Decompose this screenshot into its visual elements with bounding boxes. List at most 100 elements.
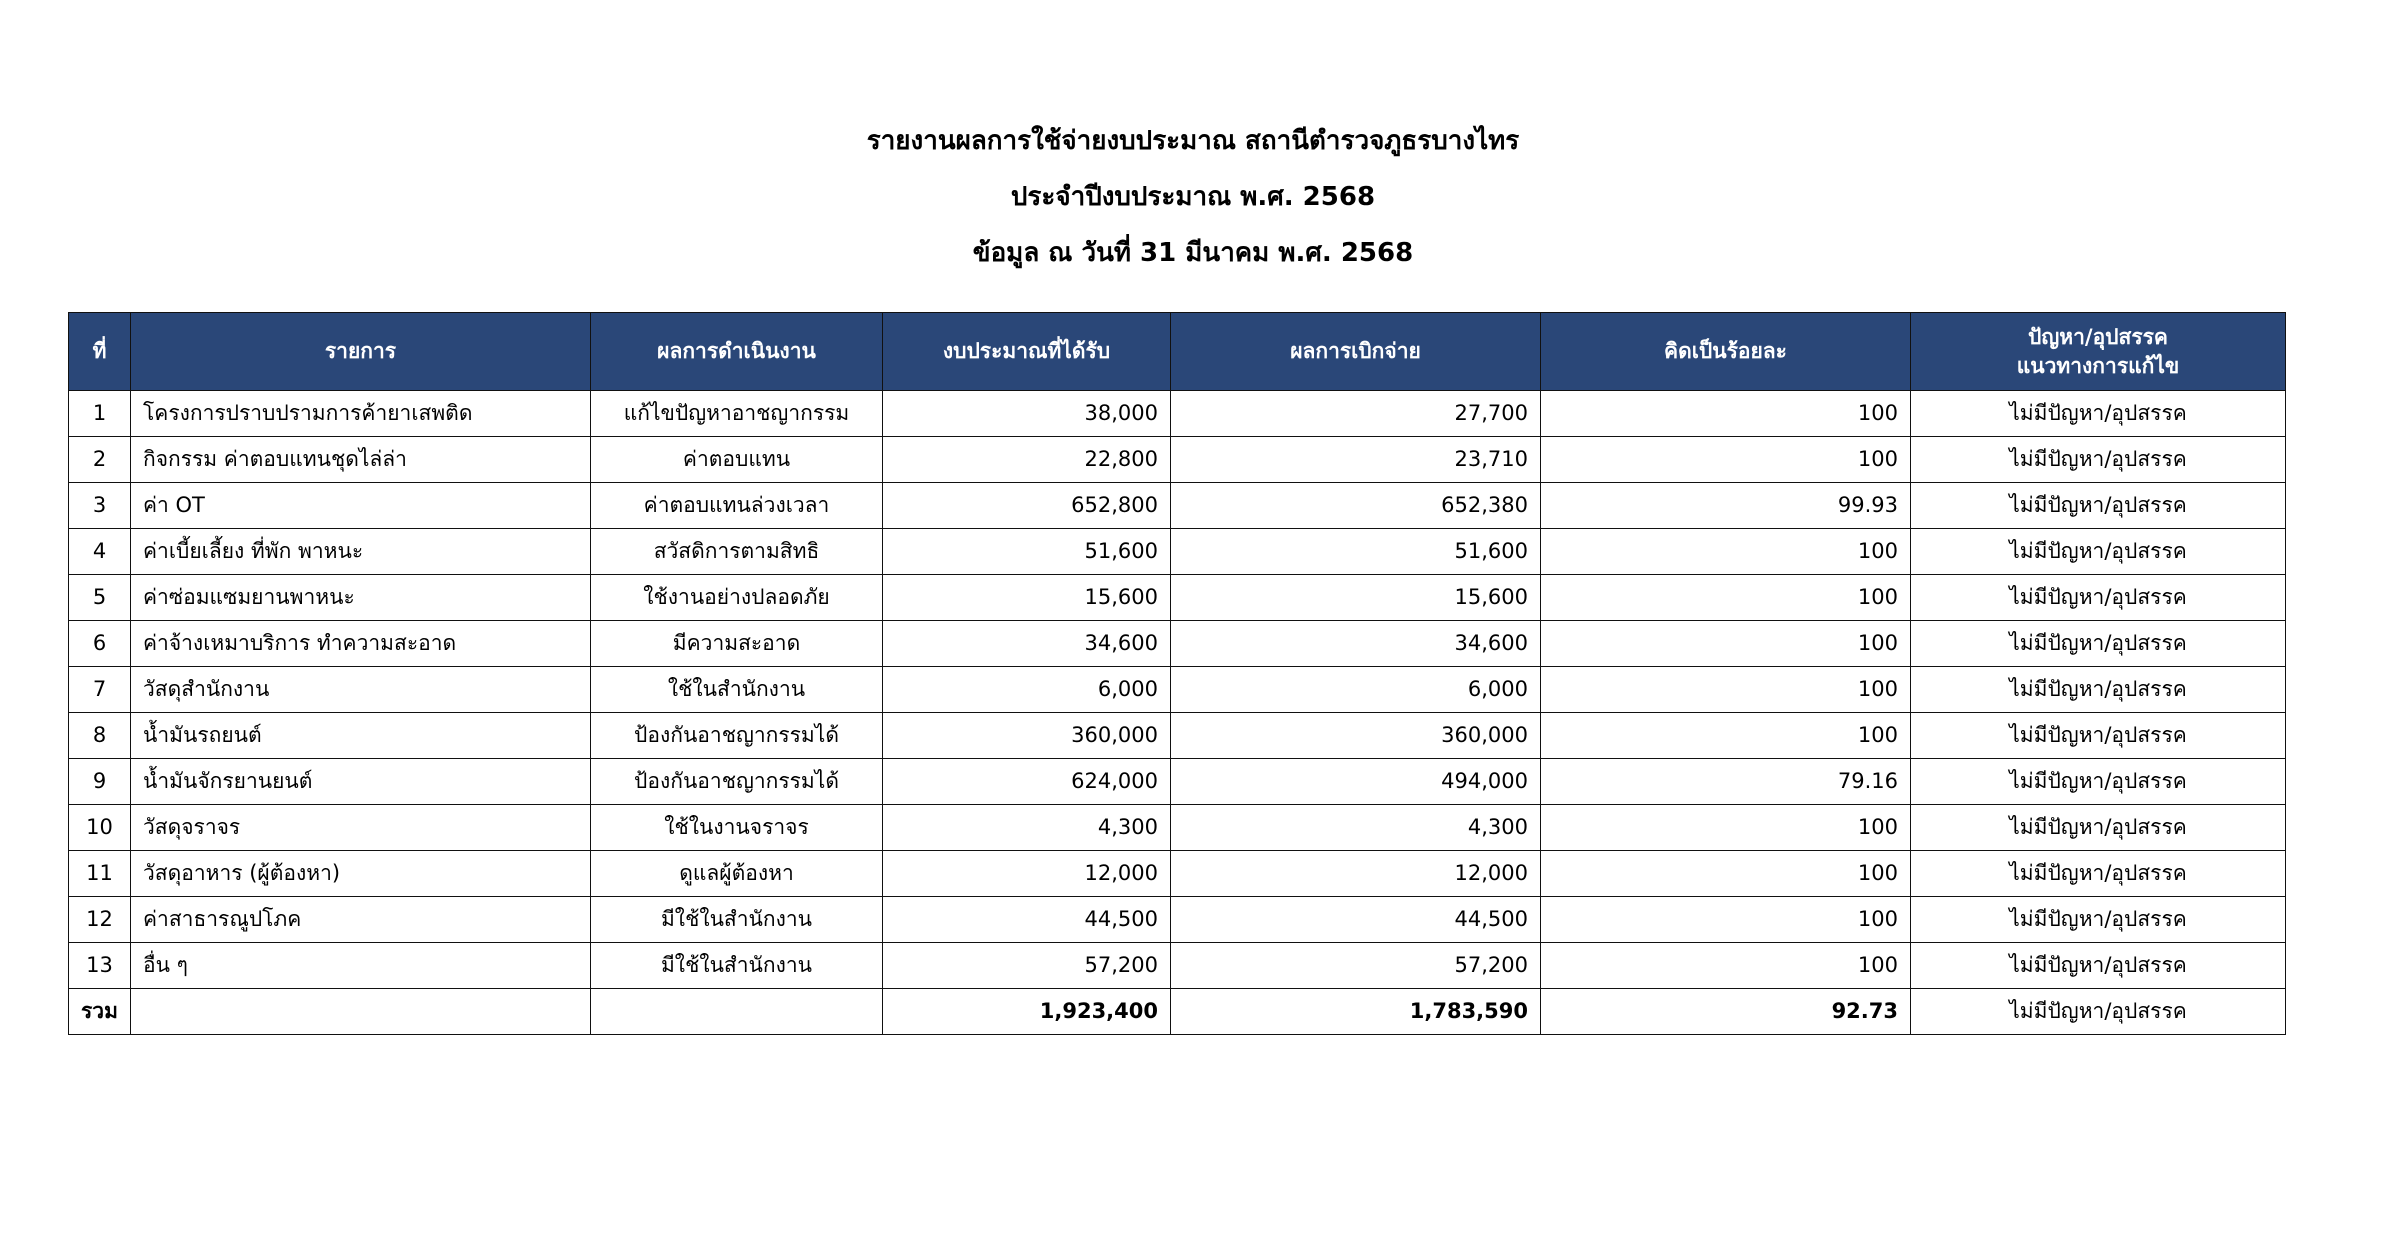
cell-result: สวัสดิการตามสิทธิ: [590, 528, 883, 575]
column-header-disbursement: ผลการเบิกจ่าย: [1170, 312, 1541, 391]
cell-budget-received: 44,500: [882, 896, 1171, 943]
cell-budget-received: 360,000: [882, 712, 1171, 759]
cell-result: ดูแลผู้ต้องหา: [590, 850, 883, 897]
cell-item: ค่า OT: [130, 482, 591, 529]
cell-problem: ไม่มีปัญหา/อุปสรรค: [1910, 666, 2286, 713]
cell-no: 4: [68, 528, 131, 575]
column-header-no: ที่: [68, 312, 131, 391]
cell-percent: 100: [1540, 804, 1911, 851]
table-body: 1 โครงการปราบปรามการค้ายาเสพติด แก้ไขปัญหา…: [68, 390, 2286, 1035]
cell-result: มีใช้ในสำนักงาน: [590, 896, 883, 943]
cell-result: ใช้งานอย่างปลอดภัย: [590, 574, 883, 621]
cell-budget-received: 34,600: [882, 620, 1171, 667]
column-header-percent: คิดเป็นร้อยละ: [1540, 312, 1911, 391]
cell-disbursement: 360,000: [1170, 712, 1541, 759]
cell-no: 5: [68, 574, 131, 621]
cell-problem: ไม่มีปัญหา/อุปสรรค: [1910, 528, 2286, 575]
cell-percent: 100: [1540, 666, 1911, 713]
cell-problem: ไม่มีปัญหา/อุปสรรค: [1910, 712, 2286, 759]
cell-problem: ไม่มีปัญหา/อุปสรรค: [1910, 620, 2286, 667]
cell-budget-received: 652,800: [882, 482, 1171, 529]
cell-item: ค่าจ้างเหมาบริการ ทำความสะอาด: [130, 620, 591, 667]
total-item: [130, 988, 591, 1035]
cell-no: 13: [68, 942, 131, 989]
cell-percent: 100: [1540, 896, 1911, 943]
table-row: 7 วัสดุสำนักงาน ใช้ในสำนักงาน 6,000 6,000 100…: [68, 666, 2286, 713]
cell-no: 1: [68, 390, 131, 437]
cell-result: มีใช้ในสำนักงาน: [590, 942, 883, 989]
report-title-block: รายงานผลการใช้จ่ายงบประมาณ สถานีตำรวจภูธ…: [0, 0, 2386, 266]
cell-disbursement: 23,710: [1170, 436, 1541, 483]
table-row: 12 ค่าสาธารณูปโภค มีใช้ในสำนักงาน 44,500 44,…: [68, 896, 2286, 943]
cell-budget-received: 4,300: [882, 804, 1171, 851]
cell-item: วัสดุอาหาร (ผู้ต้องหา): [130, 850, 591, 897]
column-header-item: รายการ: [130, 312, 591, 391]
cell-result: ใช้ในงานจราจร: [590, 804, 883, 851]
report-title-as-of-date: ข้อมูล ณ วันที่ 31 มีนาคม พ.ศ. 2568: [972, 238, 1414, 268]
cell-budget-received: 624,000: [882, 758, 1171, 805]
cell-percent: 79.16: [1540, 758, 1911, 805]
cell-no: 3: [68, 482, 131, 529]
cell-no: 2: [68, 436, 131, 483]
total-result: [590, 988, 883, 1035]
column-header-result: ผลการดำเนินงาน: [590, 312, 883, 391]
cell-no: 9: [68, 758, 131, 805]
cell-disbursement: 652,380: [1170, 482, 1541, 529]
cell-disbursement: 6,000: [1170, 666, 1541, 713]
cell-problem: ไม่มีปัญหา/อุปสรรค: [1910, 758, 2286, 805]
cell-budget-received: 51,600: [882, 528, 1171, 575]
cell-item: กิจกรรม ค่าตอบแทนชุดไล่ล่า: [130, 436, 591, 483]
cell-disbursement: 15,600: [1170, 574, 1541, 621]
column-header-budget-received: งบประมาณที่ได้รับ: [882, 312, 1171, 391]
budget-report-table: ที่ รายการ ผลการดำเนินงาน งบประมาณที่ได้…: [68, 312, 2286, 1035]
cell-item: วัสดุจราจร: [130, 804, 591, 851]
cell-problem: ไม่มีปัญหา/อุปสรรค: [1910, 574, 2286, 621]
cell-percent: 100: [1540, 850, 1911, 897]
cell-no: 6: [68, 620, 131, 667]
cell-percent: 100: [1540, 390, 1911, 437]
cell-result: มีความสะอาด: [590, 620, 883, 667]
cell-item: โครงการปราบปรามการค้ายาเสพติด: [130, 390, 591, 437]
table-row: 10 วัสดุจราจร ใช้ในงานจราจร 4,300 4,300 100 ไม…: [68, 804, 2286, 851]
cell-item: น้ำมันจักรยานยนต์: [130, 758, 591, 805]
table-row: 11 วัสดุอาหาร (ผู้ต้องหา) ดูแลผู้ต้องหา 12,…: [68, 850, 2286, 897]
table-header-row: ที่ รายการ ผลการดำเนินงาน งบประมาณที่ได้…: [68, 312, 2286, 391]
cell-problem: ไม่มีปัญหา/อุปสรรค: [1910, 942, 2286, 989]
report-title-fiscal-year: ประจำปีงบประมาณ พ.ศ. 2568: [1010, 182, 1376, 212]
cell-budget-received: 38,000: [882, 390, 1171, 437]
table-row: 9 น้ำมันจักรยานยนต์ ป้องกันอาชญากรรมได้ 624…: [68, 758, 2286, 805]
cell-no: 11: [68, 850, 131, 897]
cell-percent: 100: [1540, 712, 1911, 759]
budget-table-container: ที่ รายการ ผลการดำเนินงาน งบประมาณที่ได้…: [68, 312, 2286, 1035]
cell-disbursement: 494,000: [1170, 758, 1541, 805]
cell-budget-received: 15,600: [882, 574, 1171, 621]
column-header-problem-line2: แนวทางการแก้ไข: [2016, 353, 2180, 378]
cell-percent: 100: [1540, 942, 1911, 989]
cell-no: 12: [68, 896, 131, 943]
table-total-row: รวม 1,923,400 1,783,590 92.73 ไม่มีปัญหา/อุป…: [68, 988, 2286, 1035]
total-problem: ไม่มีปัญหา/อุปสรรค: [1910, 988, 2286, 1035]
cell-result: ป้องกันอาชญากรรมได้: [590, 712, 883, 759]
table-row: 2 กิจกรรม ค่าตอบแทนชุดไล่ล่า ค่าตอบแทน 22,8…: [68, 436, 2286, 483]
cell-item: อื่น ๆ: [130, 942, 591, 989]
cell-problem: ไม่มีปัญหา/อุปสรรค: [1910, 436, 2286, 483]
cell-disbursement: 51,600: [1170, 528, 1541, 575]
cell-no: 7: [68, 666, 131, 713]
cell-problem: ไม่มีปัญหา/อุปสรรค: [1910, 850, 2286, 897]
cell-item: ค่าสาธารณูปโภค: [130, 896, 591, 943]
cell-disbursement: 57,200: [1170, 942, 1541, 989]
cell-problem: ไม่มีปัญหา/อุปสรรค: [1910, 390, 2286, 437]
cell-item: ค่าเบี้ยเลี้ยง ที่พัก พาหนะ: [130, 528, 591, 575]
total-percent: 92.73: [1540, 988, 1911, 1035]
table-header: ที่ รายการ ผลการดำเนินงาน งบประมาณที่ได้…: [68, 312, 2286, 391]
cell-problem: ไม่มีปัญหา/อุปสรรค: [1910, 896, 2286, 943]
cell-result: แก้ไขปัญหาอาชญากรรม: [590, 390, 883, 437]
table-row: 1 โครงการปราบปรามการค้ายาเสพติด แก้ไขปัญหา…: [68, 390, 2286, 437]
cell-item: วัสดุสำนักงาน: [130, 666, 591, 713]
cell-result: ค่าตอบแทนล่วงเวลา: [590, 482, 883, 529]
cell-budget-received: 22,800: [882, 436, 1171, 483]
cell-item: น้ำมันรถยนต์: [130, 712, 591, 759]
cell-no: 10: [68, 804, 131, 851]
cell-no: 8: [68, 712, 131, 759]
